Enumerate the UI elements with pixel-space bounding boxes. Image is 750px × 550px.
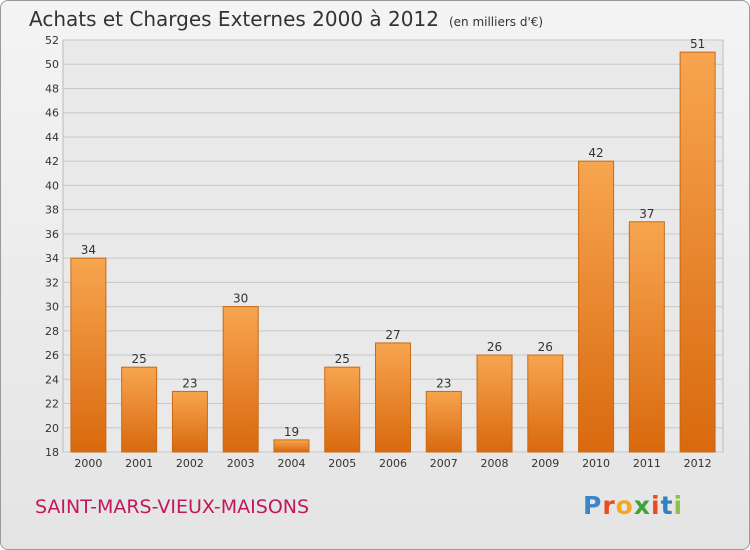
y-tick-label: 20: [45, 422, 59, 435]
y-tick-label: 48: [45, 82, 59, 95]
x-tick-label: 2011: [633, 457, 661, 470]
x-axis-ticks: 2000 2001 2002 2003 2004 2005 2006 2007 2008 2009…: [74, 457, 711, 470]
bar: [171, 390, 208, 453]
x-tick-label: 2008: [481, 457, 509, 470]
x-tick-label: 2000: [74, 457, 102, 470]
bar: [324, 366, 361, 453]
y-tick-label: 32: [45, 276, 59, 289]
y-tick-label: 42: [45, 155, 59, 168]
y-tick-label: 44: [45, 131, 59, 144]
bar: [375, 342, 411, 453]
bars: 34 25 23 30 19 25 27 23 26 26 42 37 51: [70, 37, 716, 453]
y-tick-label: 26: [45, 349, 59, 362]
bar: [425, 390, 462, 453]
bar-value-label: 23: [182, 376, 197, 390]
bar-value-label: 30: [233, 292, 248, 306]
bar-value-label: 26: [487, 340, 502, 354]
x-tick-label: 2003: [227, 457, 255, 470]
x-tick-label: 2006: [379, 457, 407, 470]
bar-value-label: 37: [639, 207, 654, 221]
bar: [578, 160, 615, 453]
bar-value-label: 27: [385, 328, 400, 342]
y-tick-label: 22: [45, 398, 59, 411]
chart-unit-label: (en milliers d'€): [448, 15, 544, 29]
chart-title: Achats et Charges Externes 2000 à 2012 (e…: [29, 7, 543, 31]
bar: [222, 306, 259, 453]
bar: [121, 366, 158, 453]
y-tick-label: 38: [45, 204, 59, 217]
y-tick-label: 40: [45, 179, 59, 192]
x-tick-label: 2004: [277, 457, 305, 470]
logo-letter: P: [583, 491, 603, 520]
bar-value-label: 42: [588, 146, 603, 160]
bar-value-label: 51: [690, 37, 705, 51]
y-tick-label: 30: [45, 301, 59, 314]
y-tick-label: 24: [45, 373, 59, 386]
x-tick-label: 2009: [531, 457, 559, 470]
logo-letter: o: [615, 491, 634, 520]
y-tick-label: 18: [45, 446, 59, 459]
logo-letter: r: [602, 491, 616, 520]
logo-letter: i: [651, 491, 661, 520]
logo-letter: x: [633, 491, 651, 520]
bar-value-label: 26: [538, 340, 553, 354]
logo-letter: i: [673, 491, 684, 520]
bar: [628, 221, 665, 453]
y-tick-label: 36: [45, 228, 59, 241]
y-tick-label: 52: [45, 34, 59, 47]
bar-value-label: 25: [132, 352, 147, 366]
proxiti-logo: Proxiti: [583, 491, 683, 520]
x-tick-label: 2010: [582, 457, 610, 470]
y-tick-label: 28: [45, 325, 59, 338]
y-tick-label: 34: [45, 252, 59, 265]
y-tick-label: 50: [45, 58, 59, 71]
y-tick-label: 46: [45, 107, 59, 120]
bar: [527, 354, 564, 453]
y-axis-ticks: 18 20 22 24 26 28 30 32 34 36 38 40 42 44 46 48 50 52: [45, 34, 59, 459]
x-tick-label: 2007: [430, 457, 458, 470]
bar: [679, 51, 716, 453]
x-tick-label: 2012: [684, 457, 712, 470]
bar-value-label: 34: [81, 243, 96, 257]
bar-value-label: 23: [436, 376, 451, 390]
logo-letter: t: [660, 491, 674, 520]
bar: [476, 354, 513, 453]
bar: [273, 439, 310, 453]
x-tick-label: 2001: [125, 457, 153, 470]
bar: [70, 257, 107, 453]
chart-title-text: Achats et Charges Externes 2000 à 2012: [29, 7, 439, 31]
bar-value-label: 19: [284, 425, 299, 439]
bar-value-label: 25: [335, 352, 350, 366]
commune-name: SAINT-MARS-VIEUX-MAISONS: [35, 496, 310, 518]
x-tick-label: 2005: [328, 457, 356, 470]
x-tick-label: 2002: [176, 457, 204, 470]
